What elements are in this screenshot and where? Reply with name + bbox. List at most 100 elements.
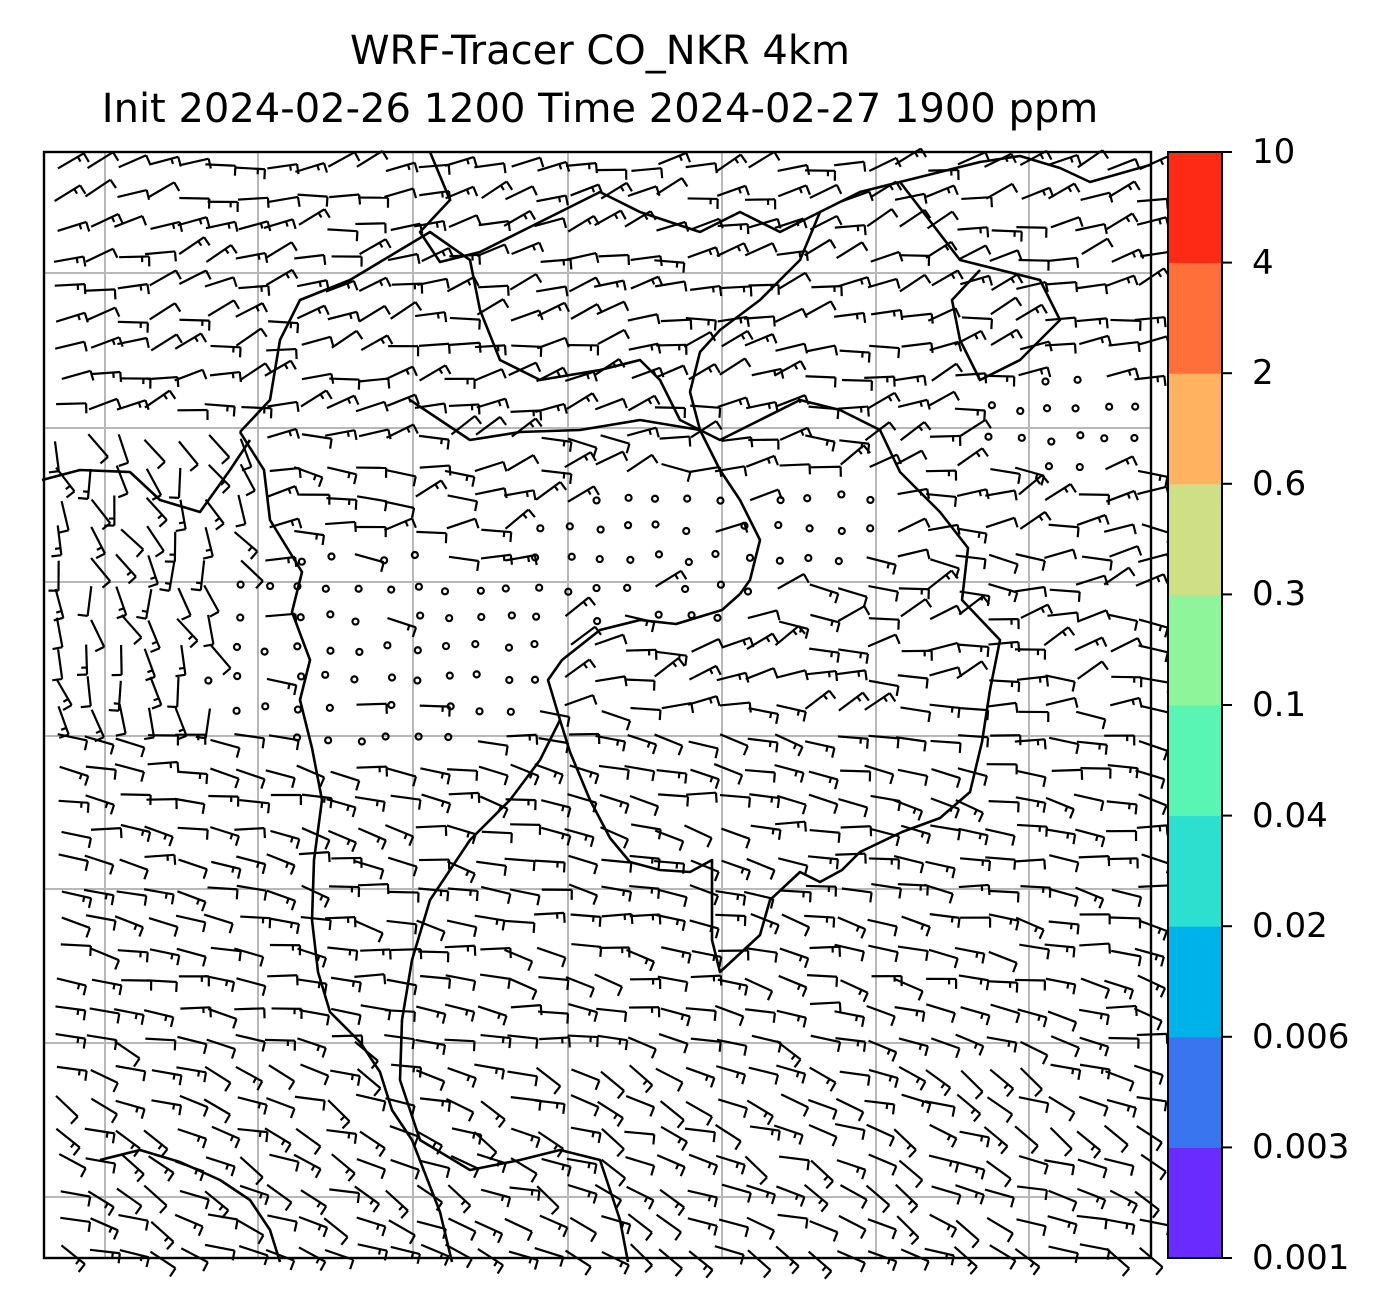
wind-barb <box>1136 197 1169 209</box>
wind-barb <box>330 770 361 791</box>
wind-barb <box>447 1184 472 1214</box>
wind-barb <box>174 332 208 350</box>
wind-barb <box>1110 318 1142 331</box>
wind-barb-calm <box>592 583 601 593</box>
wind-barb <box>717 396 751 408</box>
wind-barb <box>1135 573 1169 587</box>
wind-barb <box>923 883 954 904</box>
wind-barb <box>717 1098 749 1119</box>
wind-barb <box>1076 514 1110 527</box>
wind-barb <box>721 859 751 881</box>
wind-barb <box>687 695 721 707</box>
wind-barb <box>745 454 779 468</box>
wind-barb <box>266 889 297 911</box>
wind-barb-calm <box>593 617 602 626</box>
wind-barb <box>777 573 810 590</box>
wind-barb <box>624 210 657 228</box>
wind-barb <box>87 306 121 321</box>
wind-barb <box>159 561 176 592</box>
wind-barb <box>87 433 109 465</box>
wind-barb <box>685 1066 716 1088</box>
wind-barb <box>149 302 182 321</box>
wind-barb <box>717 978 749 996</box>
wind-barb <box>207 299 240 317</box>
wind-barb <box>418 950 450 963</box>
wind-barb <box>687 197 719 209</box>
wind-barb <box>805 884 838 897</box>
wind-barb <box>595 450 629 466</box>
wind-barb <box>868 734 900 749</box>
wind-barb <box>118 154 152 169</box>
wind-barb <box>538 1010 570 1024</box>
wind-barb <box>929 604 963 621</box>
wind-barb <box>53 588 65 622</box>
wind-barb <box>175 644 187 678</box>
wind-barb <box>624 614 656 633</box>
wind-barb <box>148 917 179 937</box>
wind-barb <box>301 335 335 347</box>
wind-barb <box>54 184 87 202</box>
wind-barb <box>445 185 479 200</box>
wind-barb <box>241 405 273 419</box>
wind-barb <box>447 1067 477 1088</box>
wind-barb <box>104 495 116 527</box>
wind-barb <box>90 370 123 383</box>
wind-barb <box>269 1153 300 1172</box>
wind-barb <box>658 793 690 807</box>
wind-barb <box>91 978 123 996</box>
wind-barb <box>180 1006 212 1018</box>
wind-barb <box>120 528 145 558</box>
wind-barb <box>866 1123 895 1147</box>
wind-barb <box>235 327 268 347</box>
wind-barb <box>296 978 328 994</box>
wind-barb <box>416 530 448 544</box>
wind-barb <box>86 151 120 169</box>
wind-barb <box>480 1100 506 1129</box>
wind-barb <box>838 648 870 664</box>
wind-barb <box>117 283 150 295</box>
wind-barb <box>450 1155 480 1179</box>
wind-barb-calm <box>530 553 540 562</box>
colorbar-tick-label: 0.1 <box>1252 685 1307 725</box>
wind-barb <box>177 408 209 421</box>
wind-barb <box>777 184 811 198</box>
wind-barb-calm <box>324 736 333 745</box>
wind-barb <box>149 676 163 710</box>
wind-barb <box>565 976 595 998</box>
wind-barb <box>356 1216 387 1237</box>
wind-barb <box>810 613 841 633</box>
wind-barb <box>1014 585 1048 598</box>
wind-barb <box>267 1214 298 1232</box>
colorbar-segment <box>1168 705 1222 817</box>
wind-barb <box>991 273 1024 291</box>
wind-barb <box>203 913 234 934</box>
wind-barb <box>538 975 570 991</box>
wind-barb <box>930 434 962 446</box>
colorbar-segment <box>1168 152 1222 264</box>
wind-barb <box>776 1009 808 1028</box>
wind-barb <box>1016 675 1050 687</box>
wind-barb <box>716 184 750 197</box>
wind-barb <box>445 1098 475 1122</box>
wind-barb <box>541 888 573 900</box>
wind-barb <box>88 397 122 411</box>
wind-barb <box>1104 1218 1136 1235</box>
wind-barb <box>899 208 932 228</box>
wind-barb <box>238 220 272 232</box>
wind-barb-calm <box>351 617 360 626</box>
wind-barb <box>776 1064 807 1084</box>
wind-barb <box>808 793 839 815</box>
wind-barb <box>384 824 415 847</box>
wind-barb <box>234 827 266 839</box>
wind-barb <box>658 151 692 166</box>
wind-barb <box>149 948 181 966</box>
wind-barb <box>207 1007 238 1029</box>
wind-barb <box>474 162 507 174</box>
wind-barb <box>354 920 384 943</box>
wind-barb <box>744 333 778 347</box>
wind-barb <box>358 304 391 323</box>
wind-barb <box>840 825 873 837</box>
wind-barb <box>958 974 990 991</box>
wind-barb <box>568 854 599 875</box>
wind-barb <box>1108 340 1141 353</box>
